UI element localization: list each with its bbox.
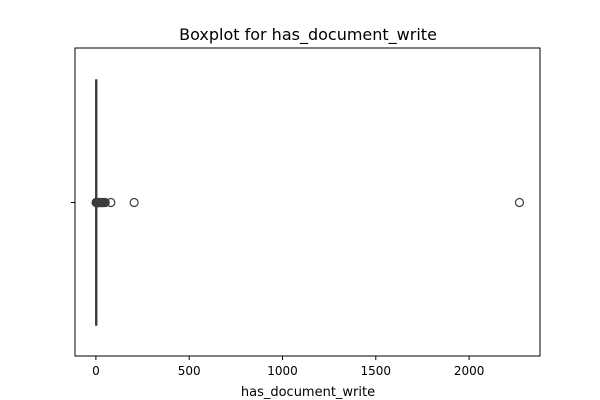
x-tick-label: 1500 <box>361 364 392 378</box>
outlier-point <box>106 197 116 208</box>
chart-title: Boxplot for has_document_write <box>179 25 437 45</box>
x-axis-label: has_document_write <box>241 385 375 400</box>
x-tick-label: 1000 <box>267 364 298 378</box>
outlier-points <box>91 197 525 208</box>
outlier-point <box>100 197 110 208</box>
outlier-point <box>129 197 139 208</box>
x-axis: 0 500 1000 1500 2000 <box>92 356 484 378</box>
plot-area-frame <box>74 47 541 357</box>
x-tick-label: 2000 <box>454 364 485 378</box>
x-tick-label: 0 <box>92 364 100 378</box>
outlier-point <box>514 197 525 208</box>
x-tick-label: 500 <box>178 364 201 378</box>
